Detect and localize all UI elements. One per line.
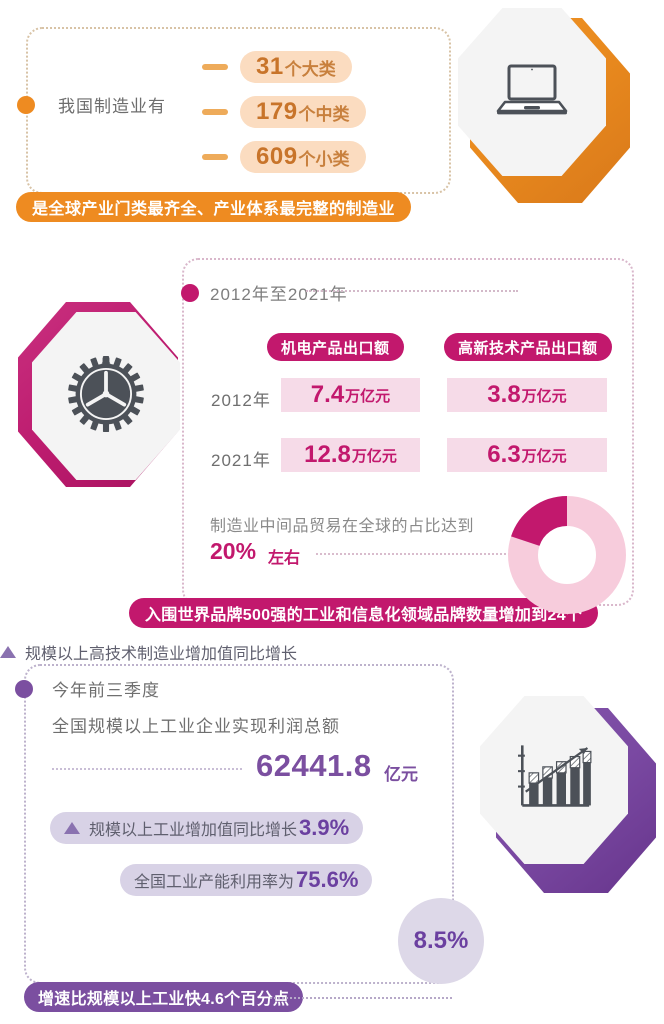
stat-row-hitech: 规模以上高技术制造业增加值同比增长 bbox=[0, 640, 664, 664]
dash-marker-1 bbox=[202, 64, 228, 70]
laptop-octagon-badge bbox=[458, 8, 630, 203]
hitech-growth-circle: 8.5% bbox=[398, 898, 484, 984]
intermediate-trade-value: 20% bbox=[210, 538, 257, 564]
cell-2012-hitech: 3.8 万亿元 bbox=[447, 378, 607, 412]
category-number-1: 31 bbox=[256, 53, 284, 80]
section-industrial-profit: 今年前三季度 全国规模以上工业企业实现利润总额 62441.8 亿元 规模以上工… bbox=[0, 640, 664, 1024]
cell-value-2021-mech: 12.8 bbox=[304, 441, 351, 468]
stat-pill-value-added: 规模以上工业增加值同比增长 3.9% bbox=[50, 812, 364, 844]
section2-banner: 入围世界品牌500强的工业和信息化领域品牌数量增加到24个 bbox=[129, 598, 599, 628]
section2-title: 2012年至2021年 bbox=[210, 285, 348, 304]
column-header-1: 机电产品出口额 bbox=[267, 333, 404, 361]
section-export-values: 2012年至2021年 机电产品出口额 高新技术产品出口额 2012年 7.4 … bbox=[0, 240, 664, 640]
intermediate-trade-suffix: 左右 bbox=[268, 550, 301, 567]
cell-unit-2021-hitech: 万亿元 bbox=[521, 447, 567, 465]
row-label-2012: 2012年 bbox=[211, 391, 271, 410]
laptop-icon bbox=[496, 61, 568, 124]
section1-banner: 是全球产业门类最齐全、产业体系最完整的制造业 bbox=[16, 192, 412, 222]
triangle-up-icon-2 bbox=[0, 646, 16, 658]
category-number-2: 179 bbox=[256, 98, 298, 125]
cell-2012-mech: 7.4 万亿元 bbox=[281, 378, 420, 412]
stat-value-1: 3.9% bbox=[299, 815, 350, 840]
intermediate-trade-dotted-line bbox=[316, 553, 514, 555]
hitech-growth-value: 8.5% bbox=[413, 927, 469, 954]
stat-pill-capacity-util: 全国工业产能利用率为 75.6% bbox=[120, 864, 373, 896]
section1-bullet-dot bbox=[17, 96, 35, 114]
intermediate-trade-donut-chart bbox=[502, 490, 632, 620]
category-unit-2: 个中类 bbox=[298, 104, 350, 124]
category-number-3: 609 bbox=[256, 143, 298, 170]
bar-chart-up-icon bbox=[515, 742, 593, 819]
section3-banner-dotted-line bbox=[270, 997, 452, 999]
cell-unit-2021-mech: 万亿元 bbox=[351, 447, 397, 465]
category-unit-1: 个大类 bbox=[284, 59, 336, 79]
dash-marker-2 bbox=[202, 109, 228, 115]
section1-lead-text: 我国制造业有 bbox=[58, 97, 166, 116]
gear-icon bbox=[68, 355, 144, 437]
gear-octagon-badge bbox=[18, 302, 180, 487]
section2-title-dotted-line bbox=[306, 290, 518, 292]
category-pill-2: 179 个中类 bbox=[240, 96, 366, 128]
section3-title: 今年前三季度 bbox=[52, 681, 160, 700]
stat-label-3: 规模以上高技术制造业增加值同比增长 bbox=[25, 646, 298, 663]
profit-total-unit: 亿元 bbox=[384, 765, 418, 784]
stat-label-2: 全国工业产能利用率为 bbox=[134, 874, 295, 891]
cell-unit-2012-hitech: 万亿元 bbox=[521, 387, 567, 405]
profit-dotted-line bbox=[52, 768, 242, 770]
intermediate-trade-label: 制造业中间品贸易在全球的占比达到 bbox=[210, 518, 475, 535]
cell-value-2012-hitech: 3.8 bbox=[487, 381, 521, 408]
section-manufacturing-categories: 我国制造业有 31 个大类 179 个中类 609 个小类 是全球产业门类最齐全… bbox=[0, 0, 664, 240]
category-pill-1: 31 个大类 bbox=[240, 51, 352, 83]
triangle-up-icon-1 bbox=[64, 822, 80, 834]
column-header-2: 高新技术产品出口额 bbox=[444, 333, 612, 361]
stat-value-2: 75.6% bbox=[296, 867, 359, 892]
row-label-2021: 2021年 bbox=[211, 451, 271, 470]
dash-marker-3 bbox=[202, 154, 228, 160]
category-unit-3: 个小类 bbox=[298, 149, 350, 169]
profit-total-value: 62441.8 bbox=[256, 748, 372, 783]
cell-unit-2012-mech: 万亿元 bbox=[345, 387, 391, 405]
cell-value-2012-mech: 7.4 bbox=[310, 381, 345, 408]
cell-2021-hitech: 6.3 万亿元 bbox=[447, 438, 607, 472]
stat-label-1: 规模以上工业增加值同比增长 bbox=[89, 822, 298, 839]
category-pill-3: 609 个小类 bbox=[240, 141, 366, 173]
section3-banner: 增速比规模以上工业快4.6个百分点 bbox=[24, 982, 304, 1012]
section3-subtitle: 全国规模以上工业企业实现利润总额 bbox=[52, 717, 340, 736]
cell-value-2021-hitech: 6.3 bbox=[487, 441, 521, 468]
cell-2021-mech: 12.8 万亿元 bbox=[281, 438, 420, 472]
section3-bullet-dot bbox=[15, 680, 33, 698]
chart-octagon-badge bbox=[480, 696, 656, 893]
section2-bullet-dot bbox=[181, 284, 199, 302]
